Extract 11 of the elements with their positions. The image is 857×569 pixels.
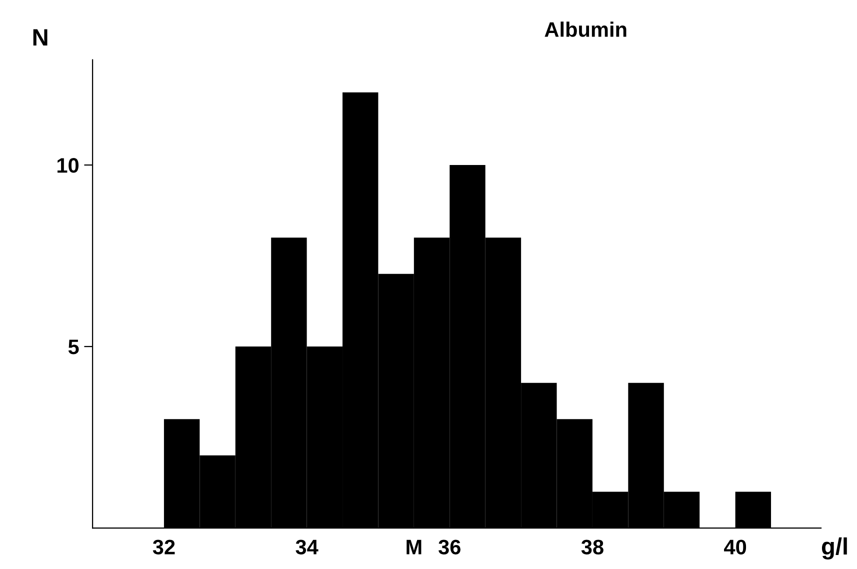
y-tick-label: 5 (68, 340, 79, 354)
x-tick-label: 32 (152, 540, 175, 554)
chart-title: Albumin (544, 22, 626, 37)
x-tick-label: 40 (724, 540, 746, 554)
annotation: M (406, 540, 422, 554)
x-tick-label: 38 (581, 540, 604, 554)
y-tick-label: 10 (58, 158, 79, 173)
x-tick-label: 34 (296, 540, 318, 554)
x-tick-label: 36 (438, 540, 460, 554)
x-axis-title: g/l (822, 537, 847, 560)
y-axis-title: N (33, 29, 48, 46)
